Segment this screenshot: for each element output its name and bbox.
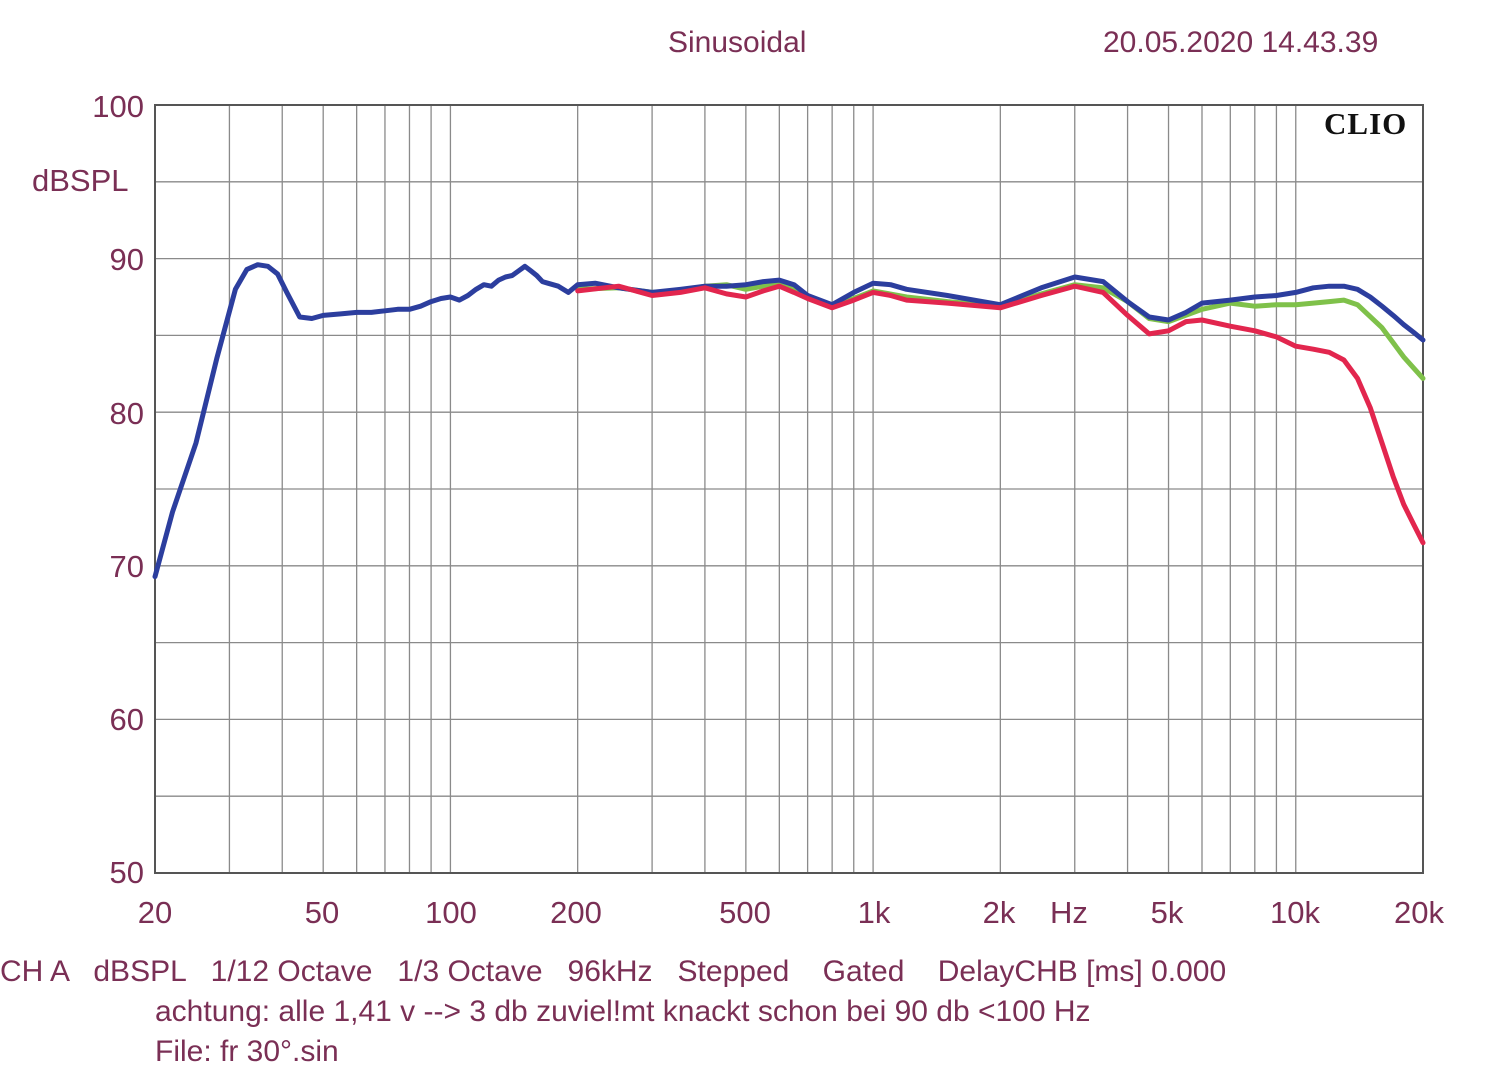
y-tick-80: 80 (109, 396, 144, 431)
x-tick-500: 500 (719, 895, 771, 930)
y-tick-70: 70 (109, 549, 144, 584)
x-tick-20k: 20k (1394, 895, 1444, 930)
y-tick-100: 100 (92, 89, 144, 124)
file-name: File: fr 30°.sin (155, 1035, 339, 1068)
y-axis-unit: dBSPL (32, 163, 129, 198)
y-tick-60: 60 (109, 702, 144, 737)
x-tick-1k: 1k (857, 895, 891, 930)
x-tick-100: 100 (425, 895, 477, 930)
x-tick-20: 20 (137, 895, 173, 930)
plot-grid (155, 105, 1423, 873)
measurement-note: achtung: alle 1,41 v --> 3 db zuviel!mt … (155, 995, 1091, 1028)
y-tick-50: 50 (109, 855, 144, 890)
x-tick-5k: 5k (1150, 895, 1184, 930)
plot-frame (154, 104, 1424, 874)
y-tick-90: 90 (109, 242, 144, 277)
x-tick-200: 200 (550, 895, 602, 930)
x-tick-50: 50 (304, 895, 340, 930)
measurement-timestamp: 20.05.2020 14.43.39 (1103, 26, 1379, 59)
chart-title: Sinusoidal (668, 26, 807, 59)
x-tick-2k: 2k (982, 895, 1016, 930)
x-axis-unit: Hz (1050, 895, 1088, 930)
clio-logo: CLIO (1324, 106, 1408, 141)
x-tick-10k: 10k (1270, 895, 1320, 930)
plot-series (152, 262, 1426, 580)
series-line-3 (575, 283, 1426, 546)
series-line-2 (152, 262, 1426, 580)
measurement-settings: CH A dBSPL 1/12 Octave 1/3 Octave 96kHz … (0, 955, 1227, 988)
